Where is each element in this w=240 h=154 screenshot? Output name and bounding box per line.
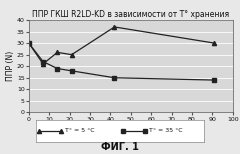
Line: Т° = 35 °С: Т° = 35 °С	[27, 41, 216, 82]
Line: Т° = 5 °С: Т° = 5 °С	[27, 25, 216, 66]
Т° = 5 °С	[27, 42, 30, 44]
Т° = 35 °С	[27, 42, 30, 44]
Т° = 5 °С	[213, 42, 216, 44]
Text: Т° = 5 °С: Т° = 5 °С	[65, 128, 94, 133]
Text: ФИГ. 1: ФИГ. 1	[101, 142, 139, 152]
Т° = 5 °С	[113, 26, 116, 28]
Т° = 35 °С	[70, 70, 73, 72]
Т° = 5 °С	[70, 54, 73, 56]
Т° = 5 °С	[56, 51, 59, 53]
Т° = 35 °С	[113, 77, 116, 79]
X-axis label: Дни хранения: Дни хранения	[102, 123, 159, 132]
Т° = 35 °С	[56, 68, 59, 69]
Text: Т° = 35 °С: Т° = 35 °С	[149, 128, 182, 133]
Т° = 35 °С	[213, 79, 216, 81]
Т° = 5 °С	[42, 63, 45, 65]
Т° = 35 °С	[42, 61, 45, 63]
Title: ППР ГКШ R2LD-KD в зависимости от Т° хранения: ППР ГКШ R2LD-KD в зависимости от Т° хран…	[32, 10, 229, 19]
Y-axis label: ППР (N): ППР (N)	[6, 51, 15, 81]
